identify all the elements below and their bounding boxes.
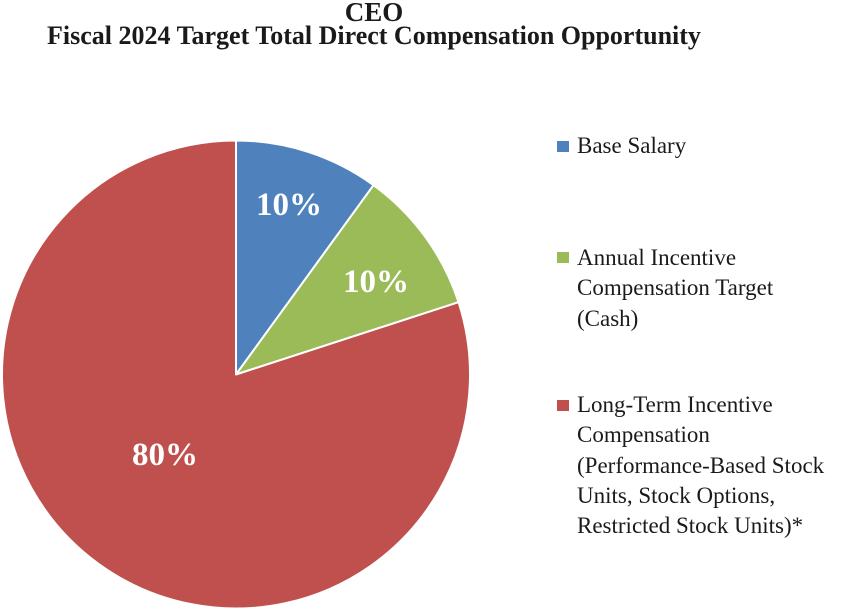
svg-text:80%: 80%: [132, 437, 198, 473]
svg-text:10%: 10%: [343, 264, 409, 300]
svg-text:10%: 10%: [256, 187, 322, 223]
